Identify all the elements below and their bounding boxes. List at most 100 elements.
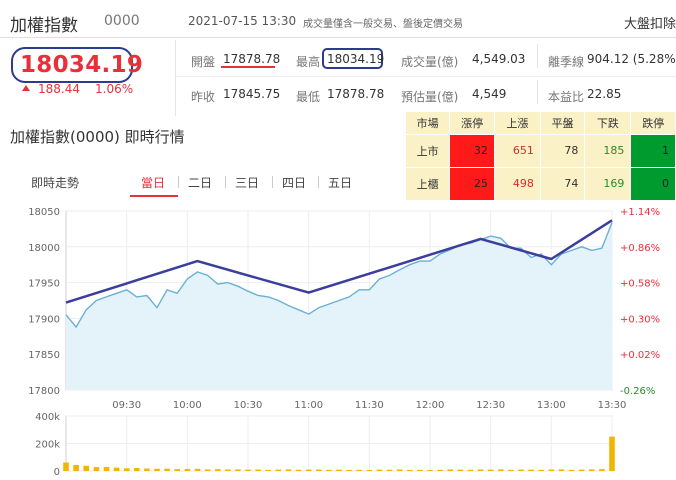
y-tick-label: 17800	[28, 386, 60, 397]
volume-note: 成交量僅含一般交易、盤後定價交易	[303, 19, 463, 30]
up-count: 498	[494, 167, 541, 201]
volume-bar	[396, 469, 403, 471]
active-tab-underline	[130, 195, 178, 197]
table-row: 上市 32 651 78 185 1	[406, 134, 676, 168]
volume-bar	[589, 469, 595, 471]
volume-bar	[548, 469, 555, 471]
market-breadth-table: 市場 漲停 上漲 平盤 下跌 跌停 上市 32 651 78 185 1 上櫃 …	[406, 112, 676, 201]
volume-bar	[184, 468, 191, 471]
volume-bar	[477, 469, 484, 471]
x-tick-label: 13:30	[598, 400, 627, 411]
volume-bar	[417, 469, 423, 471]
tab-day-2[interactable]: 二日	[188, 176, 213, 190]
volume-bar	[336, 469, 342, 471]
flat-count: 74	[540, 167, 586, 201]
tab-day-4[interactable]: 四日	[282, 176, 307, 190]
volume-bar	[265, 469, 271, 471]
volume-bar	[134, 468, 140, 471]
volume-plot-frame	[65, 415, 613, 472]
market-exclude-link[interactable]: 大盤扣除	[624, 17, 676, 32]
col-header-market: 市場	[406, 112, 451, 135]
x-tick-label: 10:00	[173, 400, 202, 411]
quote-datetime: 2021-07-15 13:30	[188, 14, 297, 28]
volume-bar	[518, 469, 524, 471]
limit-up-count: 25	[449, 167, 495, 201]
volume-bar	[225, 469, 231, 471]
volume-bar	[568, 469, 575, 471]
volume-y-axis: 0 200k 400k	[35, 412, 60, 478]
volume-bar	[103, 466, 110, 471]
volume-tick-label: 200k	[35, 440, 60, 451]
volume-bar	[83, 465, 89, 471]
volume-bar	[558, 469, 565, 471]
volume-bar	[467, 469, 474, 471]
volume-bar	[457, 469, 464, 471]
volume-bar	[123, 468, 130, 472]
tab-day-1[interactable]: 當日	[141, 176, 166, 190]
volume-bar	[204, 469, 211, 471]
volume-bar	[528, 469, 534, 471]
volume-bar	[235, 469, 241, 471]
down-count: 185	[584, 134, 632, 168]
high-label: 最高	[296, 55, 321, 69]
limit-down-count: 0	[630, 167, 676, 201]
volume-bar	[599, 469, 605, 471]
tab-day-3[interactable]: 三日	[235, 176, 260, 190]
table-row: 上櫃 25 498 74 169 0	[406, 167, 676, 201]
col-header-limit-down: 跌停	[630, 112, 676, 135]
volume-bar	[538, 469, 544, 471]
volume-tick-label: 400k	[35, 412, 60, 423]
tab-separator	[272, 176, 273, 188]
x-tick-label: 12:30	[476, 400, 505, 411]
volume-bar	[295, 469, 302, 471]
high-value: 18034.19	[327, 52, 385, 66]
limit-down-count: 1	[630, 134, 676, 168]
low-label: 最低	[296, 90, 321, 104]
estimate-label: 預估量(億)	[401, 90, 459, 104]
y-pct-tick-label: +0.02%	[620, 350, 660, 361]
tab-day-5[interactable]: 五日	[328, 176, 353, 190]
volume-tick-label: 0	[54, 467, 60, 478]
volume-bar	[508, 469, 514, 471]
estimate-value: 4,549	[472, 87, 507, 101]
x-tick-label: 10:30	[234, 400, 263, 411]
open-underline	[221, 66, 275, 68]
price-change-pct: 1.06%	[95, 82, 134, 96]
high-highlight-box	[322, 48, 383, 69]
pe-value: 22.85	[587, 87, 622, 101]
volume-bar	[326, 469, 332, 471]
volume-bar	[366, 469, 373, 471]
volume-bar	[437, 469, 443, 471]
divider	[537, 80, 538, 104]
y-tick-label: 17850	[28, 350, 60, 361]
realtime-label: 即時走勢	[31, 176, 80, 190]
open-label: 開盤	[191, 55, 216, 69]
divider	[175, 40, 176, 116]
y-axis-left: 17800 17850 17900 17950 18000 18050	[28, 207, 60, 397]
limit-up-count: 32	[449, 134, 495, 168]
volume-bar	[113, 467, 120, 471]
x-tick-label: 12:00	[416, 400, 445, 411]
prev-close-label: 昨收	[191, 90, 216, 104]
y-tick-label: 17900	[28, 314, 60, 325]
price-line	[65, 222, 613, 329]
y-tick-label: 18050	[28, 207, 60, 218]
x-tick-label: 11:00	[294, 400, 323, 411]
flat-count: 78	[540, 134, 586, 168]
up-arrow-icon	[22, 85, 30, 91]
volume-bar	[214, 469, 221, 471]
season-label: 離季線	[548, 55, 585, 69]
down-count: 169	[584, 167, 632, 201]
volume-bars	[63, 436, 615, 472]
col-header-down: 下跌	[584, 112, 632, 135]
volume-bar	[346, 469, 352, 471]
index-title: 加權指數	[10, 16, 78, 36]
up-count: 651	[494, 134, 541, 168]
x-axis: 09:30 10:00 10:30 11:00 11:30 12:00 12:30 13:00…	[112, 400, 626, 411]
current-price: 18034.19	[20, 52, 144, 78]
price-fill	[66, 222, 612, 390]
open-value: 17878.78	[223, 52, 281, 66]
volume-bar	[356, 469, 362, 471]
index-code: 0000	[104, 13, 140, 29]
y-tick-label: 18000	[28, 243, 60, 254]
